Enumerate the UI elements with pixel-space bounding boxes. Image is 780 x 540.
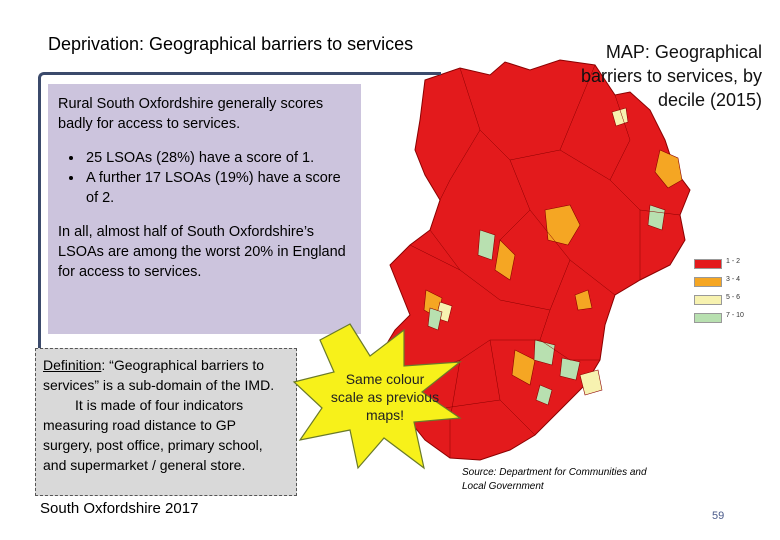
legend-swatch [694, 295, 722, 305]
legend-label: 1 - 2 [726, 258, 741, 265]
map-area-orange [494, 239, 516, 281]
map-area-orange [574, 289, 593, 311]
info-box: Rural South Oxfordshire generally scores… [48, 84, 361, 334]
legend-label: 7 - 10 [726, 312, 744, 319]
map-title: MAP: Geographical barriers to services, … [580, 42, 762, 110]
map-area-green [427, 307, 443, 331]
content-bracket [38, 72, 441, 485]
definition-indicators: It is made of four indicators measuring … [43, 397, 263, 473]
info-bullet: A further 17 LSOAs (19%) have a score of… [84, 168, 351, 208]
legend-swatch [694, 277, 722, 287]
decile-map [330, 40, 750, 505]
legend-item: 5 - 6 [694, 294, 764, 306]
source-note: Source: Department for Communities and L… [462, 467, 647, 492]
map-area-yellow [579, 369, 603, 396]
definition-text: : “Geographical barriers to services” is… [43, 357, 275, 393]
map-area-green [477, 229, 496, 261]
info-summary: In all, almost half of South Oxfordshire… [58, 224, 346, 280]
legend-swatch [694, 313, 722, 323]
info-bullet: 25 LSOAs (28%) have a score of 1. [84, 148, 351, 168]
map-area-orange [654, 149, 683, 189]
definition-box: Definition: “Geographical barriers to se… [35, 348, 297, 496]
callout-text: Same colour scale as previous maps! [330, 371, 440, 423]
legend-item: 1 - 2 [694, 258, 764, 270]
legend-item: 7 - 10 [694, 312, 764, 324]
map-area-orange [511, 349, 536, 386]
legend-swatch [694, 259, 722, 269]
map-internal-boundaries [389, 64, 681, 458]
callout-star [292, 322, 467, 477]
map-area-green [647, 204, 666, 231]
map-area-green [535, 384, 553, 406]
map-area-green [559, 357, 581, 381]
info-intro: Rural South Oxfordshire generally scores… [58, 96, 324, 132]
slide-title: Deprivation: Geographical barriers to se… [48, 34, 414, 54]
map-area-orange [544, 204, 581, 246]
legend-item: 3 - 4 [694, 276, 764, 288]
legend-label: 3 - 4 [726, 276, 741, 283]
legend-label: 5 - 6 [726, 294, 741, 301]
info-bullets: 25 LSOAs (28%) have a score of 1. A furt… [58, 148, 351, 208]
definition-label: Definition [43, 357, 102, 373]
slide-footer: South Oxfordshire 2017 [40, 500, 199, 517]
page-number: 59 [712, 510, 725, 522]
